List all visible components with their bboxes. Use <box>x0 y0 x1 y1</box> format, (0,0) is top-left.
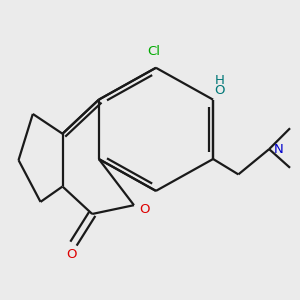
Text: N: N <box>274 142 284 156</box>
Text: O: O <box>215 84 225 97</box>
Text: Cl: Cl <box>147 45 160 58</box>
Text: O: O <box>140 203 150 216</box>
Text: H: H <box>215 74 225 87</box>
Text: O: O <box>67 248 77 261</box>
